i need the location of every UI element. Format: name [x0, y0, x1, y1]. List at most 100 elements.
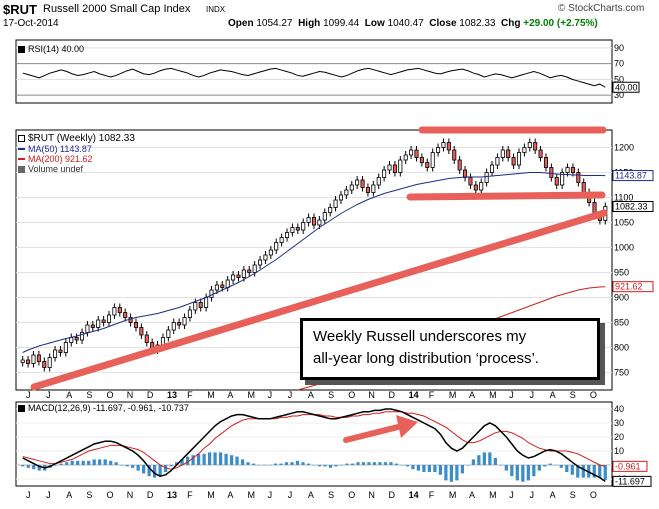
x-tick-label: 14 [409, 490, 419, 500]
macd-hist-bar [224, 453, 228, 465]
x-tick-label: J [288, 490, 293, 500]
candle-body [495, 157, 500, 166]
x-tick-label: J [268, 490, 273, 500]
candle-body [187, 309, 192, 318]
macd-hist-bar [603, 465, 607, 481]
macd-hist-bar [32, 465, 36, 470]
macd-hist-bar [499, 465, 503, 466]
candle-body [220, 284, 225, 288]
macd-hist-bar [482, 452, 486, 465]
candle-body [543, 157, 548, 168]
candle-body [198, 302, 203, 308]
macd-hist-bar [147, 465, 151, 477]
rsi-frame [15, 39, 613, 104]
macd-panel: -10010203040-0.961-11.697 [15, 401, 652, 487]
candle-body [247, 269, 252, 273]
candle-body [349, 184, 354, 191]
macd-hist-bar [191, 455, 195, 465]
candle-body [463, 169, 468, 178]
candle-body [182, 317, 187, 326]
macd-hist-bar [103, 459, 107, 465]
macd-hist-bar [328, 465, 333, 468]
candle-body [419, 157, 424, 163]
annotation-line-2: all-year long distribution ‘process’. [313, 350, 539, 367]
candle-body [128, 317, 133, 323]
support-line [406, 191, 606, 201]
x-tick-label: J [288, 390, 293, 400]
candle-body [576, 172, 581, 183]
macd-hist-bar [356, 462, 360, 465]
candle-body [306, 217, 311, 223]
candle-body [74, 337, 79, 341]
candle-body [516, 152, 522, 166]
macd-hist-bar [295, 460, 300, 465]
x-tick-label: O [107, 490, 114, 500]
macd-hist-bar [350, 463, 355, 465]
candle-body [26, 359, 31, 364]
candle-body [301, 222, 306, 231]
ma50-legend-swatch [18, 148, 25, 150]
candle-body [500, 149, 505, 158]
macd-hist-bar [290, 462, 294, 465]
rsi-value-marker-label: 40.00 [615, 82, 638, 92]
candle-body [392, 164, 397, 173]
candle-body [549, 167, 554, 178]
candle-body [36, 354, 41, 362]
macd-line [22, 408, 606, 482]
x-tick-label: D [147, 490, 154, 500]
macd-hist-bar [114, 462, 118, 465]
ma200-value-marker [612, 281, 654, 293]
macd-signal-marker [612, 460, 648, 472]
date: 17-Oct-2014 [3, 18, 59, 29]
candle-body [274, 242, 279, 251]
candle-body [193, 302, 198, 311]
x-tick-label: J [529, 390, 534, 400]
candle-body [139, 327, 144, 336]
x-tick-label: O [107, 390, 114, 400]
candle-body [414, 149, 419, 158]
candle-body [441, 142, 446, 148]
x-tick-label: F [429, 390, 435, 400]
high-value: 1099.44 [323, 18, 360, 29]
candle-body [53, 349, 58, 358]
candle-body [473, 184, 478, 191]
macd-hist-bar [570, 465, 574, 475]
close-value-marker-label: 1082.33 [615, 202, 648, 212]
macd-arrow-head [396, 415, 418, 438]
x-tick-label: M [207, 490, 215, 500]
x-tick-label: S [570, 490, 576, 500]
candle-body [355, 179, 360, 186]
candle-body [231, 274, 236, 281]
open-label: Open [228, 18, 254, 29]
macd-hist-bar [548, 463, 552, 465]
rsi-tick-label: 30 [614, 90, 624, 100]
macd-hist-bar [383, 462, 388, 465]
candle-body [538, 149, 543, 158]
macd-hist-bar [279, 463, 283, 465]
x-tick-label: O [590, 390, 597, 400]
macd-hist-bar [131, 465, 135, 468]
macd-hist-bar [142, 465, 146, 474]
candle-body [533, 142, 538, 151]
macd-hist-bar [510, 465, 514, 477]
x-tick-label: F [187, 390, 193, 400]
close-label: Close [429, 18, 457, 29]
macd-hist-bar [76, 460, 80, 465]
macd-hist-bar [367, 462, 371, 465]
price-tick-label: 1050 [614, 218, 634, 228]
candle-body [290, 227, 295, 233]
index-name: Russell 2000 Small Cap Index [43, 3, 191, 15]
candle-body [468, 177, 473, 186]
macd-hist-bar [26, 465, 30, 468]
macd-hist-bar [37, 465, 41, 471]
candle-body [522, 147, 527, 153]
macd-hist-bar [109, 460, 113, 465]
macd-hist-bar [202, 453, 206, 465]
macd-hist-bar [153, 465, 157, 478]
macd-hist-bar [581, 465, 585, 478]
x-tick-label: A [66, 390, 72, 400]
macd-hist-bar [21, 465, 25, 467]
x-tick-label: J [268, 390, 273, 400]
candle-body [457, 159, 462, 171]
